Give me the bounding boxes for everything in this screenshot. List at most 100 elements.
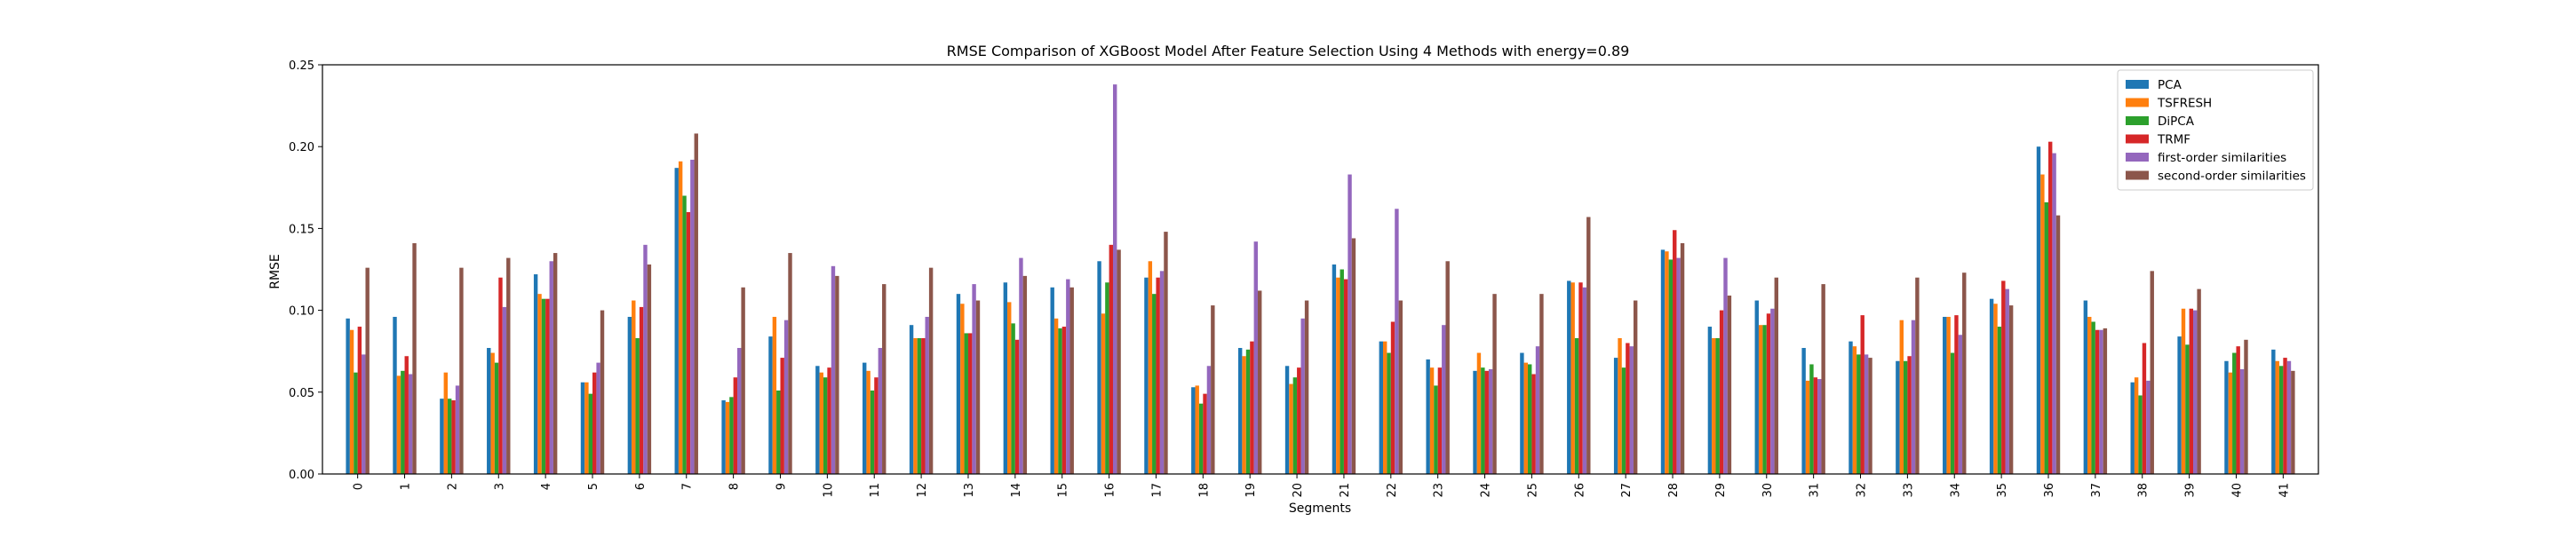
x-tick-label: 13 — [963, 483, 976, 498]
bar — [967, 333, 973, 474]
bar — [1437, 367, 1443, 474]
bar — [2228, 372, 2233, 474]
bar — [2095, 329, 2100, 474]
bar — [733, 377, 738, 474]
bar — [1520, 352, 1524, 474]
bar — [1962, 272, 1967, 474]
bar — [1058, 328, 1062, 474]
y-tick-label: 0.15 — [289, 223, 314, 236]
bar — [2232, 352, 2237, 474]
bar — [487, 348, 491, 474]
bar — [588, 393, 593, 474]
y-tick-label: 0.25 — [289, 59, 314, 73]
bar — [1242, 356, 1246, 474]
bar — [1915, 277, 1920, 474]
bar — [1069, 287, 1074, 474]
bar — [2005, 288, 2009, 474]
bar — [823, 377, 828, 474]
y-axis: 0.00 0.05 0.10 0.15 0.20 0.25 — [289, 59, 322, 482]
bar — [866, 370, 871, 474]
bar — [678, 161, 683, 474]
x-tick-label: 28 — [1667, 483, 1681, 498]
legend-entry: TSFRESH — [2157, 97, 2212, 111]
bar — [1191, 387, 1196, 474]
legend-swatch — [2126, 170, 2149, 180]
bar — [725, 401, 730, 474]
bar — [827, 367, 831, 474]
bar — [1997, 327, 2002, 474]
bar — [1813, 377, 1818, 474]
bar — [412, 242, 417, 474]
x-tick-label: 40 — [2230, 483, 2244, 498]
bar — [960, 304, 965, 474]
bar — [643, 244, 648, 474]
bar — [815, 366, 820, 474]
bar — [1144, 277, 1149, 474]
bar — [639, 306, 644, 474]
bar — [2239, 368, 2245, 474]
legend-entry: second-order similarities — [2158, 170, 2306, 184]
bar — [1340, 269, 1344, 474]
legend-box — [2117, 69, 2314, 191]
bar — [584, 382, 589, 474]
x-tick-label: 16 — [1104, 483, 1117, 498]
x-tick-label: 10 — [822, 483, 835, 498]
bar — [1766, 313, 1771, 474]
bar — [1712, 337, 1716, 474]
bar — [1258, 290, 1262, 474]
x-tick-label: 7 — [681, 483, 695, 490]
x-tick-label: 6 — [634, 483, 648, 490]
bar — [455, 385, 460, 474]
bar — [2283, 358, 2287, 474]
x-tick-label: 25 — [1526, 483, 1539, 498]
bar — [1332, 264, 1337, 474]
bar — [365, 267, 370, 474]
x-tick-label: 9 — [775, 483, 788, 490]
x-axis-label: Segments — [1289, 501, 1351, 516]
x-tick-label: 22 — [1386, 483, 1399, 498]
bar — [1304, 300, 1309, 474]
bar — [2142, 343, 2147, 474]
bar — [917, 337, 922, 474]
bar — [2083, 300, 2088, 474]
x-tick-label: 21 — [1339, 483, 1352, 498]
bar — [964, 333, 968, 474]
bar — [498, 277, 503, 474]
bar — [2146, 380, 2151, 474]
bar — [928, 267, 934, 474]
legend-swatch — [2126, 134, 2149, 144]
bar — [349, 329, 354, 474]
bar — [768, 336, 773, 474]
bar — [1903, 360, 1908, 474]
bar — [1097, 261, 1101, 474]
bar — [1289, 383, 1293, 474]
bar — [870, 390, 875, 474]
plot-frame — [322, 64, 2319, 475]
bar — [533, 274, 538, 474]
bar — [1156, 277, 1160, 474]
bar — [1618, 337, 1622, 474]
bar — [2138, 395, 2143, 474]
bar — [1390, 321, 1395, 474]
bar — [600, 310, 605, 474]
y-tick-label: 0.20 — [289, 141, 314, 154]
bar — [627, 316, 632, 474]
y-tick-label: 0.05 — [289, 387, 314, 400]
bar — [1211, 305, 1215, 474]
bar — [882, 284, 886, 474]
bar — [451, 400, 456, 474]
bar — [913, 337, 918, 474]
x-tick-label: 33 — [1902, 483, 1915, 498]
bar — [721, 400, 726, 474]
x-tick-label: 1 — [400, 483, 413, 490]
x-axis: 0 1 2 3 4 5 6 7 8 9 10 11 12 13 14 15 16 17 18 19 20 21 22 23 24… — [353, 474, 2291, 498]
bar — [1195, 385, 1199, 474]
bar — [537, 294, 542, 474]
bar — [1539, 294, 1544, 474]
bar — [690, 159, 695, 474]
bar — [2099, 329, 2103, 474]
bar — [1629, 346, 1634, 474]
bar — [1911, 320, 1916, 474]
bar — [592, 372, 597, 474]
bar — [737, 348, 742, 474]
